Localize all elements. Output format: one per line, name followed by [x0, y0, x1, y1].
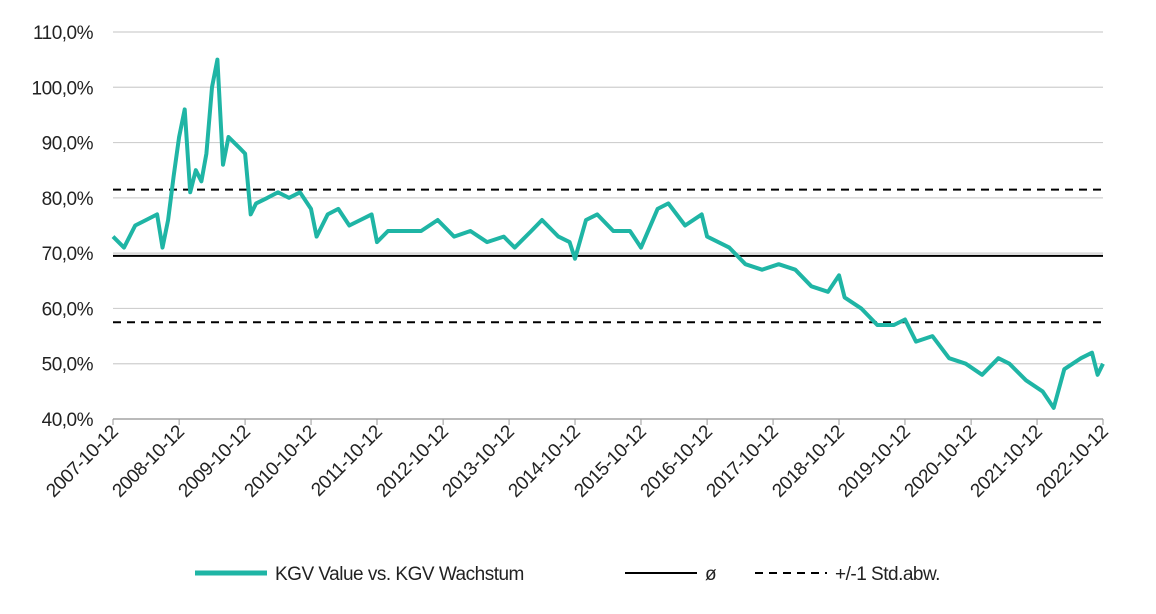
legend-label: ø	[705, 564, 717, 585]
y-tick-label: 90,0%	[42, 134, 94, 155]
y-tick-label: 50,0%	[42, 355, 94, 376]
x-tick-label: 2010-10-12	[241, 422, 321, 502]
legend-label: KGV Value vs. KGV Wachstum	[275, 564, 524, 585]
y-tick-label: 70,0%	[42, 244, 94, 265]
y-tick-label: 100,0%	[32, 78, 94, 99]
y-tick-label: 40,0%	[42, 410, 94, 431]
data-line	[111, 57, 1105, 410]
y-tick-label: 60,0%	[42, 299, 94, 320]
y-tick-label: 80,0%	[42, 189, 94, 210]
y-tick-label: 110,0%	[33, 23, 94, 44]
x-tick-label: 2022-10-12	[1032, 422, 1112, 502]
legend-label: +/-1 Std.abw.	[835, 564, 940, 585]
